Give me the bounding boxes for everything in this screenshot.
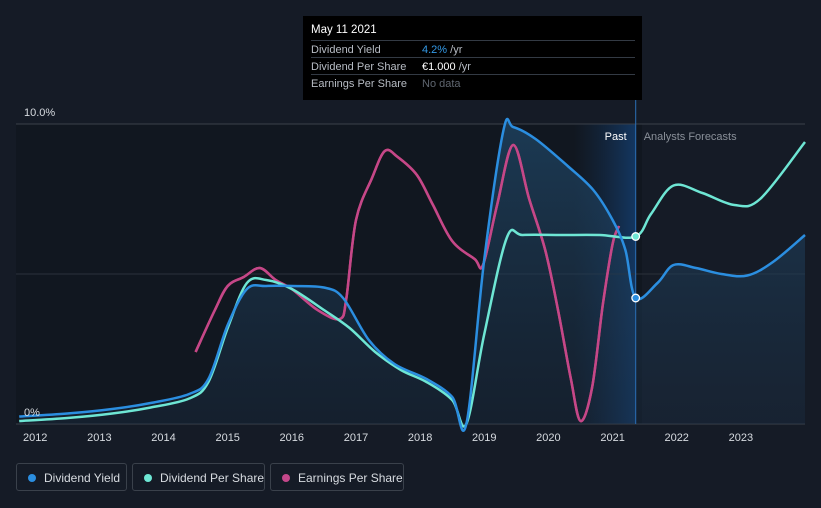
dividend-yield-line [19,117,806,432]
legend-label: Dividend Yield [44,471,121,485]
legend-item-earnings-per-share[interactable]: Earnings Per Share [270,463,404,491]
x-tick-label: 2022 [664,432,688,444]
x-tick-label: 2023 [729,432,753,444]
x-tick-label: 2020 [536,432,560,444]
tooltip-value-unit: /yr [447,44,463,56]
dividend-yield-marker [631,293,641,303]
y-tick-bottom: 0% [24,407,40,419]
x-tick-label: 2016 [280,432,304,444]
tooltip-label: Dividend Yield [311,44,381,56]
tooltip-value: No data [422,78,461,90]
x-tick-label: 2013 [87,432,111,444]
tooltip-label: Earnings Per Share [311,78,407,90]
legend-item-dividend-yield[interactable]: Dividend Yield [16,463,127,491]
dividend-per-share-marker [631,232,641,241]
tooltip-value-number: €1.000 [422,61,456,73]
tooltip-row-dividend-yield: Dividend Yield 4.2% /yr [311,40,635,58]
earnings-per-share-line [194,143,621,423]
dividend-yield-area [19,118,805,431]
x-tick-label: 2014 [151,432,175,444]
x-tick-label: 2012 [23,432,47,444]
tooltip-value: €1.000 /yr [422,61,471,73]
legend-label: Earnings Per Share [298,471,403,485]
past-label: Past [605,131,627,143]
x-tick-label: 2018 [408,432,432,444]
x-tick-label: 2015 [215,432,239,444]
y-tick-top: 10.0% [24,107,55,119]
tooltip-value-unit: /yr [455,61,471,73]
x-tick-label: 2019 [472,432,496,444]
forecast-label: Analysts Forecasts [644,131,737,143]
legend-dot-icon [144,474,152,482]
dividend-per-share-line [19,141,806,428]
tooltip-date: May 11 2021 [311,24,377,36]
tooltip-row-dividend-per-share: Dividend Per Share €1.000 /yr [311,57,635,75]
tooltip-value: 4.2% /yr [422,44,462,56]
legend-dot-icon [28,474,36,482]
tooltip-value-number: No data [422,78,461,90]
tooltip-label: Dividend Per Share [311,61,407,73]
tooltip-value-number: 4.2% [422,44,448,56]
tooltip: May 11 2021 Dividend Yield 4.2% /yr Divi… [303,16,642,100]
x-tick-label: 2021 [600,432,624,444]
legend-item-dividend-per-share[interactable]: Dividend Per Share [132,463,265,491]
tooltip-row-earnings-per-share: Earnings Per Share No data [311,74,635,92]
x-tick-label: 2017 [344,432,368,444]
legend-label: Dividend Per Share [160,471,265,485]
legend-dot-icon [282,474,290,482]
